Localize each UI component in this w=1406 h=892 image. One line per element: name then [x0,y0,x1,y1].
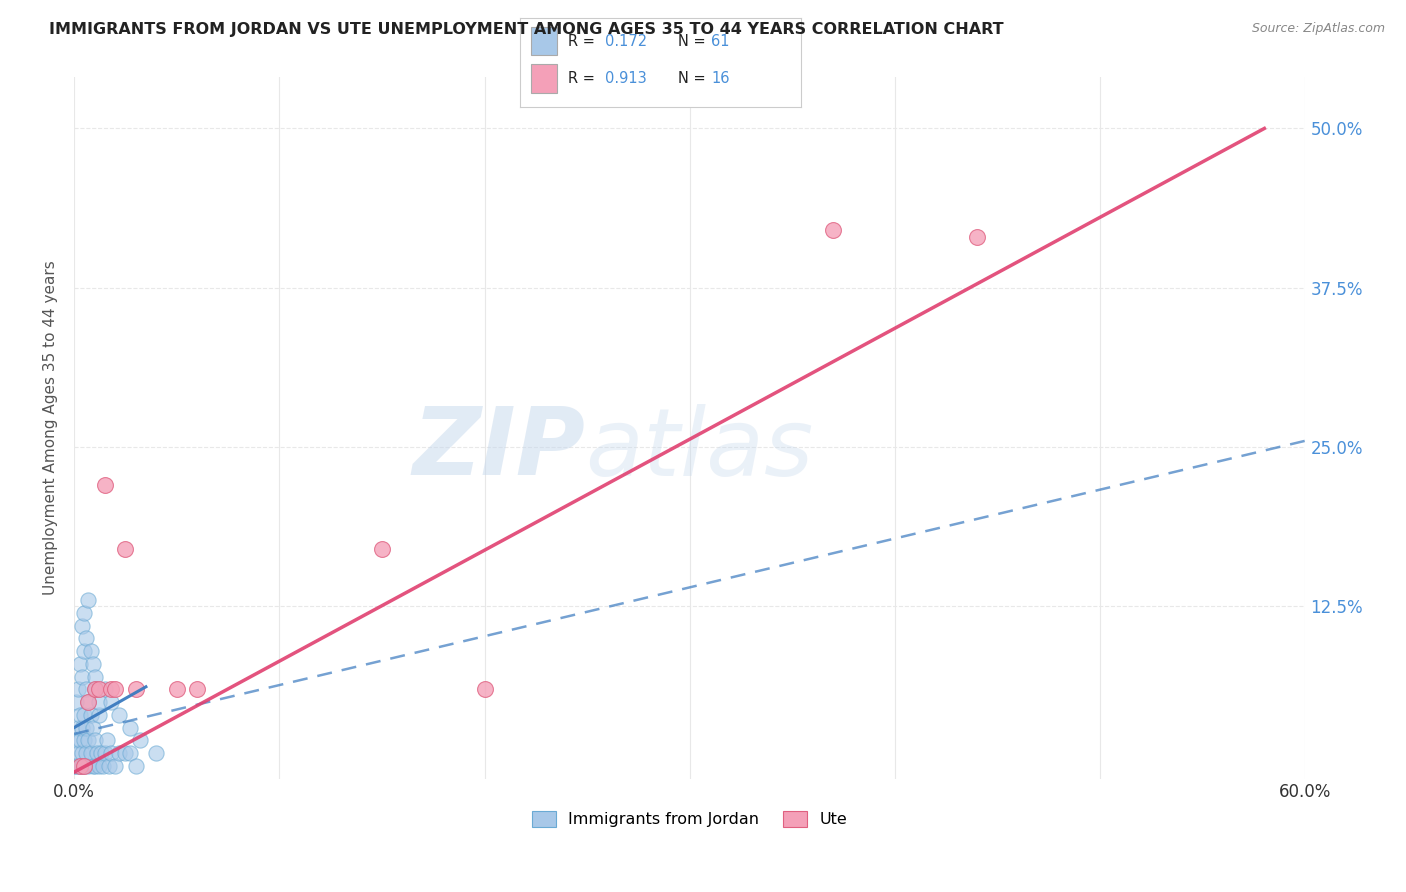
Point [77,733,100,747]
Text: atlas: atlas [585,403,813,494]
Point [100,695,122,709]
Point [108,707,131,722]
Text: IMMIGRANTS FROM JORDAN VS UTE UNEMPLOYMENT AMONG AGES 35 TO 44 YEARS CORRELATION: IMMIGRANTS FROM JORDAN VS UTE UNEMPLOYME… [49,22,1004,37]
Point [73,733,96,747]
Point [100,682,122,697]
Point [72,759,94,773]
Point [72,618,94,632]
Bar [531,64,557,93]
Point [83,682,105,697]
Point [100,746,122,760]
Point [166,682,188,697]
Point [186,682,208,697]
Point [87,682,110,697]
Point [98,759,121,773]
Point [77,695,100,709]
Point [96,733,118,747]
Point [67,759,90,773]
Point [67,682,90,697]
Text: R =: R = [568,34,599,48]
Point [77,759,100,773]
Point [145,746,167,760]
Point [90,746,112,760]
Point [371,542,394,557]
Point [128,733,150,747]
Point [91,759,114,773]
Point [474,682,496,697]
Point [75,632,97,646]
Point [79,644,101,658]
Point [83,682,105,697]
Point [94,478,117,492]
Point [75,682,97,697]
Point [87,759,110,773]
Point [73,606,96,620]
Point [75,721,97,735]
Point [118,746,141,760]
Point [94,746,117,760]
Point [104,682,127,697]
Bar [531,27,557,55]
Point [79,746,101,760]
Point [67,746,90,760]
Point [77,695,100,709]
Point [86,746,108,760]
Point [69,707,91,722]
Point [83,759,105,773]
Point [69,657,91,671]
Point [67,721,90,735]
Text: 0.913: 0.913 [605,71,647,86]
Point [87,707,110,722]
Point [108,746,131,760]
Point [82,759,104,773]
Point [73,644,96,658]
Point [124,759,146,773]
Point [83,733,105,747]
Text: ZIP: ZIP [412,403,585,495]
Point [65,759,87,773]
Point [69,733,91,747]
Point [72,721,94,735]
Point [87,695,110,709]
Point [73,707,96,722]
Point [73,759,96,773]
Point [104,759,127,773]
Point [63,733,86,747]
Point [72,670,94,684]
Point [73,759,96,773]
Point [79,707,101,722]
Point [75,746,97,760]
Point [966,229,988,244]
Point [823,223,845,237]
Point [94,682,117,697]
Y-axis label: Unemployment Among Ages 35 to 44 years: Unemployment Among Ages 35 to 44 years [44,260,58,595]
Point [82,657,104,671]
Point [65,695,87,709]
Text: N =: N = [678,71,710,86]
Point [69,759,91,773]
Point [124,682,146,697]
Text: 0.172: 0.172 [605,34,647,48]
Point [114,746,136,760]
Legend: Immigrants from Jordan, Ute: Immigrants from Jordan, Ute [526,805,855,834]
Text: 16: 16 [711,71,730,86]
Point [77,593,100,607]
Text: N =: N = [678,34,710,48]
Point [114,542,136,557]
Point [82,721,104,735]
Point [63,759,86,773]
Point [83,670,105,684]
Text: Source: ZipAtlas.com: Source: ZipAtlas.com [1251,22,1385,36]
Point [118,721,141,735]
Point [72,746,94,760]
Point [69,759,91,773]
Text: R =: R = [568,71,599,86]
Text: 61: 61 [711,34,730,48]
